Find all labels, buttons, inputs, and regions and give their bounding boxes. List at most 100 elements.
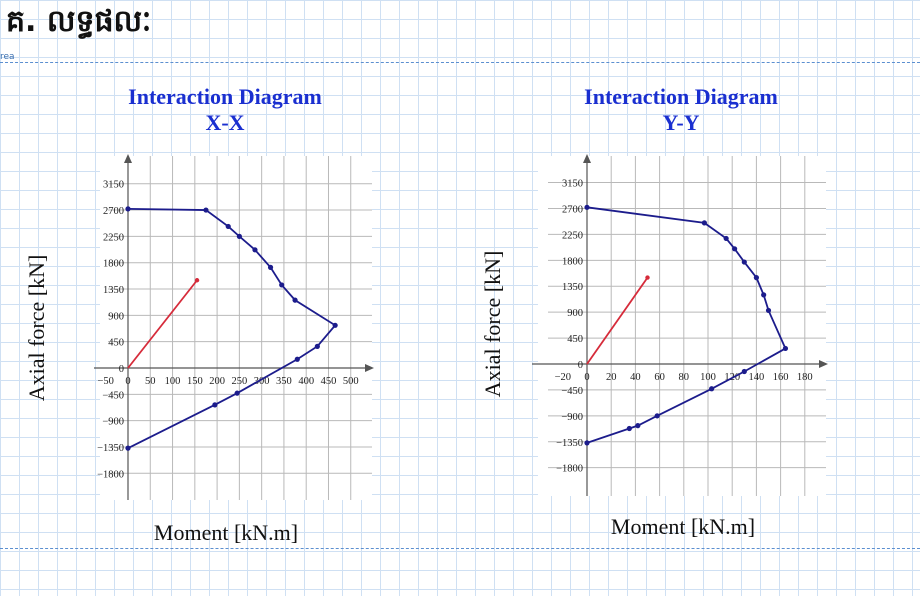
yy-series-0-point [782, 345, 789, 352]
yy-x-tick-label: 160 [773, 372, 789, 383]
xx-y-tick-label: −1800 [97, 469, 124, 480]
chart-yy-title: Interaction Diagram Y-Y [556, 84, 806, 136]
xx-x-tick-label: 300 [254, 376, 270, 387]
xx-series-0-point [252, 247, 258, 253]
xx-series-1-line [127, 279, 198, 369]
yy-x-tick-label: 0 [584, 372, 589, 383]
xx-series-0-point [236, 233, 242, 239]
xx-x-tick-label: 250 [232, 376, 248, 387]
section-heading: គ. លទ្ធផលៈ [6, 4, 152, 39]
xx-y-axis-label: Axial force [kN] [24, 255, 49, 402]
yy-series-0-point [635, 423, 641, 429]
xx-series-0-point [294, 356, 300, 362]
yy-series-0-point [741, 259, 747, 265]
xx-y-tick-label: −450 [102, 390, 124, 401]
xx-y-tick-label: 450 [108, 338, 124, 349]
xx-x-axis-label: Moment [kN.m] [154, 520, 298, 545]
yy-x-tick-label: 60 [654, 372, 665, 383]
yy-x-tick-label: 80 [679, 372, 690, 383]
xx-y-tick-label: 900 [108, 311, 124, 322]
chart-xx-subtitle: X-X [205, 110, 245, 135]
yy-y-tick-label: −450 [561, 386, 583, 397]
xx-series-0-point [314, 343, 320, 349]
chart-xx-title: Interaction Diagram X-X [100, 84, 350, 136]
xx-y-axis-arrow [124, 154, 132, 163]
xx-plot-background [100, 156, 372, 500]
xx-x-tick-label: 50 [145, 376, 156, 387]
xx-y-tick-label: 3150 [103, 180, 124, 191]
yy-series-0-point [765, 307, 772, 314]
yy-x-tick-label: 100 [700, 372, 716, 383]
yy-y-tick-label: 1800 [562, 256, 583, 267]
xx-x-tick-label: 0 [125, 376, 130, 387]
yy-x-tick-label: −20 [555, 372, 571, 383]
yy-series-0-point [723, 235, 729, 242]
xx-x-tick-label: 100 [165, 376, 181, 387]
xx-y-tick-label: 2700 [103, 206, 124, 217]
xx-series-0-point [203, 207, 209, 213]
yy-y-tick-label: 2250 [562, 230, 583, 241]
xx-x-tick-label: 150 [187, 376, 203, 387]
yy-y-tick-label: −1800 [556, 464, 583, 475]
region-separator-top [0, 62, 920, 63]
xx-y-tick-label: 0 [119, 364, 124, 375]
yy-series-0-point [732, 246, 738, 252]
yy-x-tick-label: 40 [630, 372, 641, 383]
yy-x-tick-label: 180 [797, 372, 813, 383]
xx-series-0-point [125, 445, 131, 451]
yy-x-axis-arrow [819, 360, 828, 368]
chart-xx-title-text: Interaction Diagram [128, 84, 322, 109]
xx-series-1-point [194, 278, 200, 283]
yy-plot-background [538, 156, 826, 496]
xx-x-tick-label: 400 [298, 376, 314, 387]
region-tag: rea [0, 52, 15, 62]
xx-x-tick-label: 450 [321, 376, 337, 387]
xx-y-tick-label: 1350 [103, 285, 124, 296]
xx-x-tick-label: 500 [343, 376, 359, 387]
xx-series-0-point [212, 402, 218, 408]
yy-y-tick-label: 1350 [562, 282, 583, 293]
yy-y-tick-label: 3150 [562, 179, 583, 190]
yy-y-tick-label: −900 [561, 412, 583, 423]
chart-yy-subtitle: Y-Y [662, 110, 700, 135]
xx-series-0-point [279, 282, 285, 288]
yy-series-1-line [586, 277, 649, 365]
xx-series-0-point [225, 223, 231, 230]
xx-x-axis-arrow [365, 364, 374, 372]
xx-x-tick-label: −50 [98, 376, 114, 387]
yy-y-tick-label: 900 [567, 308, 583, 319]
yy-series-0-point [584, 440, 590, 446]
xx-x-tick-label: 200 [209, 376, 225, 387]
yy-series-0-point [626, 425, 632, 432]
yy-series-0-point [584, 204, 590, 210]
yy-y-axis-arrow [583, 154, 591, 163]
xx-x-tick-label: 350 [276, 376, 292, 387]
yy-y-tick-label: 450 [567, 334, 583, 345]
xx-y-tick-label: 1800 [103, 259, 124, 270]
yy-series-0-point [709, 386, 715, 392]
xx-series-0-point [267, 264, 274, 270]
chart-yy-title-text: Interaction Diagram [584, 84, 778, 109]
yy-y-tick-label: 0 [578, 360, 583, 371]
yy-x-tick-label: 20 [606, 372, 617, 383]
region-separator-bottom [0, 548, 920, 549]
yy-series-0-point [753, 275, 760, 281]
xx-series-0-point [125, 206, 131, 212]
xx-y-tick-label: −1350 [97, 443, 124, 454]
yy-y-tick-label: 2700 [562, 204, 583, 215]
yy-series-0-point [741, 368, 747, 375]
xx-y-tick-label: −900 [102, 417, 124, 428]
yy-series-0-point [654, 413, 660, 419]
yy-x-tick-label: 140 [749, 372, 765, 383]
yy-y-axis-label: Axial force [kN] [480, 251, 505, 398]
xx-series-0-point [332, 322, 338, 328]
yy-y-tick-label: −1350 [556, 438, 583, 449]
yy-series-0-point [761, 292, 767, 298]
yy-x-axis-label: Moment [kN.m] [611, 514, 755, 539]
yy-series-0-point [701, 220, 707, 226]
xx-series-0-point [234, 390, 240, 396]
yy-series-1-point [645, 275, 650, 280]
xx-y-tick-label: 2250 [103, 232, 124, 243]
